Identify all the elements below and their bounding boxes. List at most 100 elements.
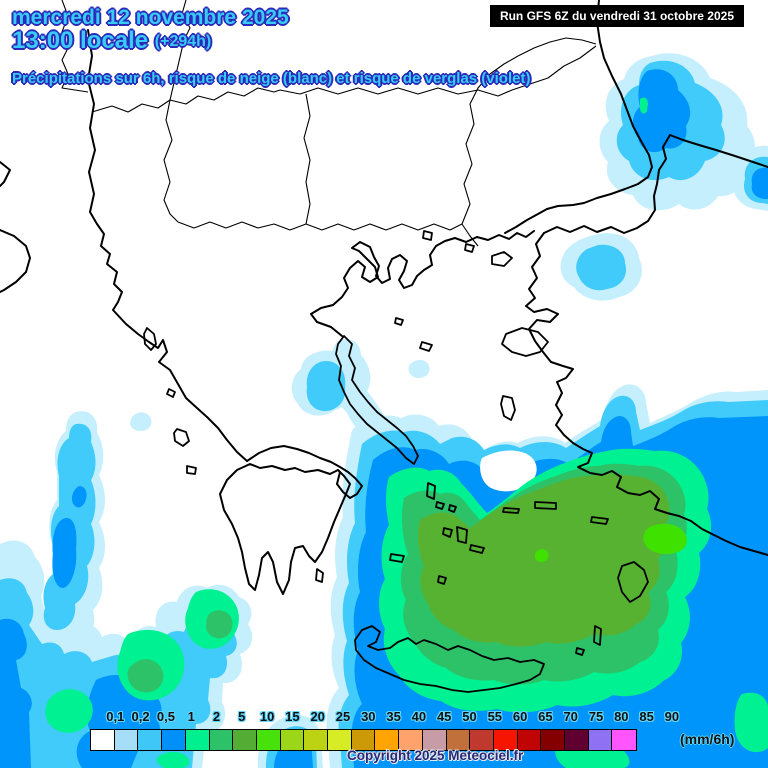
legend-unit: (mm/6h) [680,731,735,747]
precip-blob [206,610,233,639]
legend-threshold-label: 30 [361,709,376,724]
legend-box [279,729,305,751]
coastline-peloponnese [219,463,351,595]
island-naxos [456,526,468,544]
precip-blob [640,97,648,114]
island-thassos [422,230,433,241]
border-greece-north [177,221,463,231]
legend-box [232,729,258,751]
legend-threshold-label: 1 [187,709,195,724]
forecast-date: mercredi 12 novembre 2025 [12,6,289,29]
island-tinos [435,501,445,510]
coastline-marmara-south [543,169,660,234]
island-kos [590,516,609,525]
country-borders [61,0,597,247]
coastline-italy-spur [0,161,11,187]
legend-box [255,729,282,751]
precip-dry-gap [480,450,537,492]
legend-box [161,729,187,751]
island-paros [442,527,453,538]
island-ikaria [502,507,520,514]
island-skyros [419,341,433,352]
legend-threshold-label: 0,5 [156,709,175,724]
border-bulgaria-turkey [461,37,597,225]
island-samos [534,501,557,510]
precip-blob [71,486,87,508]
precip-blob [0,618,32,768]
legend-threshold-label: 90 [664,709,680,724]
legend-box [208,729,234,751]
legend-threshold-label: 85 [639,709,654,724]
precipitation-legend: 0,1 0,2 0,5 1 2 5 10 15 20 25 30 35 40 45 50 55 60 65 70 75… [90,709,690,759]
island-cephalonia [173,428,190,447]
legend-labels: 0,1 0,2 0,5 1 2 5 10 15 20 25 30 35 40 45 50 55 60 65 70 75… [90,709,690,725]
precip-blob [306,361,346,411]
island-lesbos [501,327,549,357]
precip-blob [643,523,687,555]
island-zakynthos [186,465,197,475]
legend-box [564,729,590,751]
precip-blob [534,549,549,562]
legend-threshold-label: 10 [259,709,275,724]
precip-level-10 [534,523,687,562]
legend-box [611,729,637,751]
copyright-notice: Copyright 2025 Meteociel.fr [347,748,524,763]
coastline-bosphorus-blacksea [658,134,768,171]
island-lefkada [166,388,176,398]
coastline-italy-heel [0,229,31,293]
border-danube [279,45,597,97]
legend-color-scale [90,729,637,751]
legend-box [184,729,211,751]
precip-blob [127,659,164,693]
legend-threshold-label: 25 [335,709,351,724]
map-subtitle: Précipitations sur 6h, risque de neige (… [12,70,531,87]
border-serbia-bulgaria [303,93,311,225]
legend-threshold-label: 70 [563,709,578,724]
border-bosnia [61,0,89,93]
precip-blob [130,412,152,431]
coastlines [0,0,768,693]
legend-box [303,729,329,751]
island-andros [426,482,436,500]
island-mykonos [448,504,457,513]
legend-threshold-label: 2 [212,709,221,724]
border-north-balkans [91,87,281,113]
legend-threshold-label: 60 [512,709,528,724]
precip-blob [408,360,430,379]
legend-threshold-label: 45 [436,709,452,724]
legend-box [540,729,566,751]
legend-box [90,729,116,751]
legend-threshold-label: 75 [588,709,604,724]
coastline-turkey-west [525,232,768,556]
island-rhodes [617,561,649,603]
legend-threshold-label: 50 [462,709,477,724]
legend-threshold-label: 35 [386,709,401,724]
island-sporades [394,317,404,326]
legend-box [113,729,139,751]
island-kasos [575,647,585,656]
coastline-gulf-corinth [246,445,363,499]
legend-threshold-label: 5 [238,709,246,724]
island-santorini [437,575,447,585]
legend-threshold-label: 80 [614,709,629,724]
coastline-north-greece [310,230,535,337]
precip-blob [576,244,627,291]
island-limnos [491,251,513,267]
coastline-marmara-north [546,0,653,210]
legend-threshold-label: 65 [538,709,553,724]
border-evros [461,223,479,247]
legend-box [137,729,163,751]
island-chios [500,395,516,421]
legend-box [587,729,614,751]
coastline-adriatic-ionian [87,29,248,462]
legend-threshold-label: 40 [411,709,427,724]
precip-blob [45,689,93,733]
coastline-gallipoli [504,208,548,234]
island-samothrace [464,243,475,253]
precip-blob [632,69,691,153]
island-corfu [143,327,157,351]
island-kythira [315,568,324,583]
coastline-crete [354,625,545,693]
legend-threshold-label: 0,2 [131,709,150,724]
